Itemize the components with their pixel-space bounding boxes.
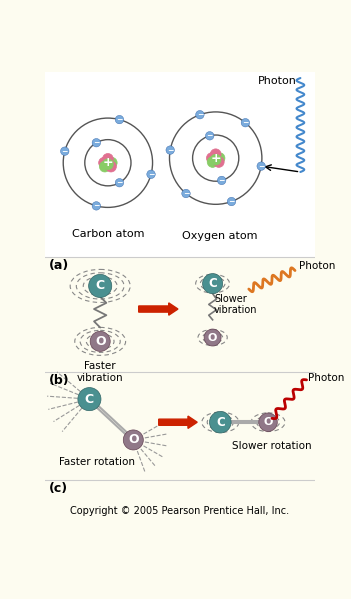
Circle shape (204, 329, 221, 346)
Circle shape (214, 153, 225, 164)
Text: O: O (128, 434, 139, 446)
Text: Copyright © 2005 Pearson Prentice Hall, Inc.: Copyright © 2005 Pearson Prentice Hall, … (70, 506, 289, 516)
Text: (a): (a) (48, 259, 69, 272)
Text: −: − (167, 146, 173, 155)
Circle shape (210, 149, 221, 160)
Circle shape (210, 155, 221, 165)
Text: −: − (228, 197, 235, 206)
Circle shape (213, 156, 224, 167)
Text: −: − (93, 138, 100, 147)
Text: Carbon atom: Carbon atom (72, 229, 144, 238)
Circle shape (102, 153, 113, 164)
Text: −: − (183, 189, 189, 198)
FancyArrow shape (139, 303, 178, 315)
Text: −: − (116, 115, 122, 124)
Text: C: C (95, 280, 105, 292)
Text: Faster
vibration: Faster vibration (77, 361, 124, 383)
FancyBboxPatch shape (45, 72, 315, 257)
Circle shape (217, 176, 226, 184)
Text: +: + (210, 152, 221, 165)
Text: Photon: Photon (308, 373, 344, 383)
Text: Slower
vibration: Slower vibration (214, 294, 258, 315)
Circle shape (227, 197, 236, 206)
Text: −: − (242, 118, 249, 127)
Circle shape (166, 146, 174, 155)
Text: −: − (218, 176, 225, 185)
Circle shape (210, 412, 231, 433)
Text: Oxygen atom: Oxygen atom (182, 231, 257, 241)
Text: Slower rotation: Slower rotation (232, 441, 312, 452)
Circle shape (106, 161, 117, 172)
Text: −: − (116, 179, 122, 187)
Circle shape (60, 147, 69, 155)
Circle shape (182, 189, 190, 198)
Circle shape (257, 162, 265, 170)
Text: −: − (206, 131, 213, 140)
Text: Photon: Photon (258, 75, 297, 86)
Circle shape (115, 179, 124, 187)
Text: (c): (c) (48, 482, 68, 495)
Circle shape (78, 388, 101, 411)
Circle shape (123, 430, 143, 450)
Text: Photon: Photon (299, 261, 335, 271)
Circle shape (203, 274, 223, 294)
Text: Faster rotation: Faster rotation (59, 457, 135, 467)
Circle shape (196, 110, 204, 119)
Circle shape (205, 132, 214, 140)
Circle shape (99, 161, 110, 172)
Circle shape (207, 156, 218, 167)
Circle shape (241, 119, 250, 127)
Circle shape (147, 170, 155, 179)
Circle shape (106, 158, 117, 168)
Text: (b): (b) (48, 374, 69, 388)
Text: C: C (216, 416, 225, 429)
Text: O: O (95, 335, 106, 348)
Text: −: − (93, 201, 100, 210)
Circle shape (92, 138, 101, 147)
Circle shape (92, 202, 101, 210)
Circle shape (206, 153, 217, 164)
Text: +: + (102, 156, 113, 170)
Text: −: − (61, 147, 68, 156)
Circle shape (90, 331, 110, 352)
FancyArrow shape (159, 416, 197, 428)
Text: C: C (208, 277, 217, 290)
Text: −: − (148, 170, 154, 179)
Text: −: − (197, 110, 203, 119)
Text: −: − (258, 162, 264, 171)
Circle shape (89, 274, 112, 298)
Circle shape (115, 116, 124, 124)
Circle shape (99, 158, 110, 168)
Circle shape (102, 159, 113, 170)
Text: C: C (85, 392, 94, 406)
Text: O: O (263, 418, 273, 427)
Text: O: O (208, 332, 217, 343)
Circle shape (259, 413, 277, 431)
